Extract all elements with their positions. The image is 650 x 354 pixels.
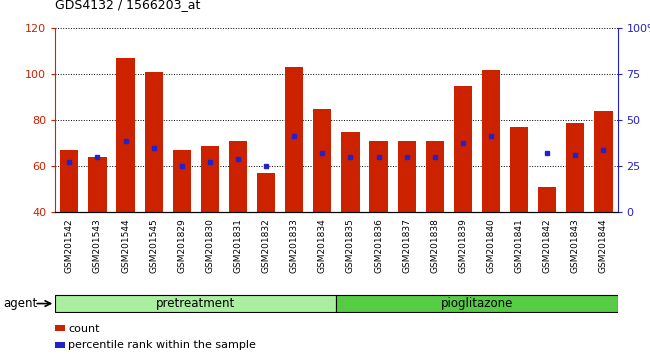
Text: GSM201842: GSM201842 [543,218,552,273]
Text: GSM201544: GSM201544 [121,218,130,273]
Text: GSM201836: GSM201836 [374,218,383,273]
Bar [257,173,275,212]
Text: pioglitazone: pioglitazone [441,297,513,310]
Bar [337,295,618,312]
Bar [55,295,337,312]
Text: agent: agent [3,297,38,310]
Bar [538,187,556,212]
Bar [88,157,107,212]
Text: GSM201831: GSM201831 [233,218,242,273]
Bar [313,109,332,212]
Bar [398,141,416,212]
Text: GDS4132 / 1566203_at: GDS4132 / 1566203_at [55,0,201,11]
Text: count: count [68,324,99,333]
Bar [55,342,65,348]
Bar [60,150,79,212]
Text: GSM201833: GSM201833 [290,218,299,273]
Text: GSM201835: GSM201835 [346,218,355,273]
Text: GSM201841: GSM201841 [515,218,524,273]
Bar [426,141,444,212]
Text: GSM201545: GSM201545 [149,218,158,273]
Text: GSM201837: GSM201837 [402,218,411,273]
Bar [566,123,584,212]
Text: GSM201834: GSM201834 [318,218,327,273]
Text: GSM201843: GSM201843 [571,218,580,273]
Bar [454,86,472,212]
Bar [144,72,162,212]
Bar [201,146,219,212]
Text: GSM201832: GSM201832 [261,218,270,273]
Text: GSM201542: GSM201542 [65,218,74,273]
Text: GSM201829: GSM201829 [177,218,187,273]
Bar [229,141,247,212]
Bar [285,67,304,212]
Bar [510,127,528,212]
Bar [116,58,135,212]
Text: percentile rank within the sample: percentile rank within the sample [68,340,256,350]
Bar [341,132,359,212]
Bar [594,111,612,212]
Text: GSM201838: GSM201838 [430,218,439,273]
Text: GSM201844: GSM201844 [599,218,608,273]
Bar [482,70,500,212]
Bar [369,141,387,212]
Bar [173,150,191,212]
Text: GSM201839: GSM201839 [458,218,467,273]
Text: GSM201543: GSM201543 [93,218,102,273]
Text: GSM201830: GSM201830 [205,218,214,273]
Bar [55,325,65,331]
Text: GSM201840: GSM201840 [486,218,495,273]
Text: pretreatment: pretreatment [156,297,235,310]
